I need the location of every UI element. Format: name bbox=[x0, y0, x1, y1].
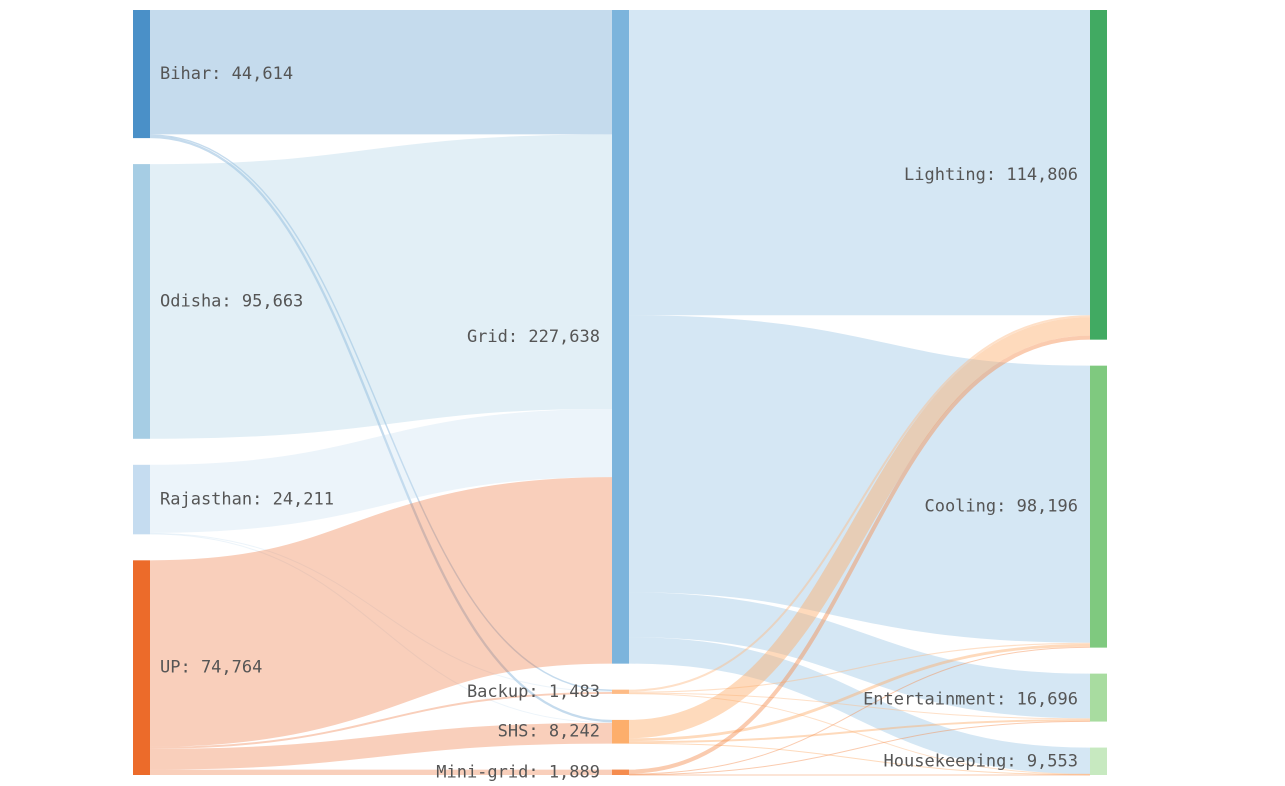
node-backup bbox=[612, 689, 629, 694]
link-rajasthan-to-grid bbox=[149, 409, 613, 533]
link-grid-to-cooling bbox=[628, 315, 1091, 643]
node-entertainment bbox=[1090, 673, 1107, 722]
link-backup-to-lighting bbox=[628, 315, 1091, 692]
labels-layer: Bihar: 44,614 Odisha: 95,663 Rajasthan: 24… bbox=[160, 64, 1078, 782]
node-shs bbox=[612, 719, 629, 744]
link-up-to-shs bbox=[149, 722, 613, 770]
link-mini-grid-to-lighting bbox=[628, 335, 1091, 774]
link-backup-to-housekeeping bbox=[628, 693, 1091, 775]
link-backup-to-entertainment bbox=[628, 692, 1091, 720]
link-shs-to-cooling bbox=[628, 643, 1091, 742]
node-label-up: UP: 74,764 bbox=[160, 658, 262, 678]
node-label-mini-grid: Mini-grid: 1,889 bbox=[436, 762, 600, 782]
node-label-backup: Backup: 1,483 bbox=[467, 682, 600, 702]
node-rajasthan bbox=[133, 464, 150, 535]
link-odisha-to-grid bbox=[149, 134, 613, 439]
node-label-entertainment: Entertainment: 16,696 bbox=[863, 690, 1078, 710]
link-shs-to-lighting bbox=[628, 317, 1091, 739]
node-label-shs: SHS: 8,242 bbox=[498, 722, 600, 742]
link-shs-to-entertainment bbox=[628, 719, 1091, 744]
link-bihar-to-shs bbox=[149, 135, 613, 723]
nodes-layer bbox=[133, 10, 1107, 775]
link-shs-to-housekeeping bbox=[628, 742, 1091, 776]
link-rajasthan-to-shs bbox=[149, 533, 613, 724]
link-mini-grid-to-entertainment bbox=[628, 720, 1091, 776]
node-grid bbox=[612, 10, 629, 664]
link-grid-to-housekeeping bbox=[628, 637, 1091, 775]
node-label-lighting: Lighting: 114,806 bbox=[904, 165, 1078, 185]
node-label-rajasthan: Rajasthan: 24,211 bbox=[160, 490, 334, 510]
link-bihar-to-backup bbox=[149, 134, 613, 692]
link-up-to-backup bbox=[149, 691, 613, 749]
node-label-odisha: Odisha: 95,663 bbox=[160, 291, 303, 311]
node-up bbox=[133, 560, 150, 775]
node-cooling bbox=[1090, 365, 1107, 648]
node-label-housekeeping: Housekeeping: 9,553 bbox=[884, 751, 1078, 771]
node-label-cooling: Cooling: 98,196 bbox=[924, 497, 1078, 517]
node-odisha bbox=[133, 164, 150, 439]
link-mini-grid-to-cooling bbox=[628, 646, 1091, 775]
node-label-bihar: Bihar: 44,614 bbox=[160, 64, 293, 84]
link-backup-to-cooling bbox=[628, 642, 1091, 693]
node-housekeeping bbox=[1090, 747, 1107, 775]
link-up-to-grid bbox=[149, 477, 613, 747]
node-lighting bbox=[1090, 10, 1107, 340]
link-grid-to-entertainment bbox=[628, 592, 1091, 719]
node-bihar bbox=[133, 10, 150, 139]
link-rajasthan-to-backup bbox=[149, 532, 613, 693]
links-layer bbox=[149, 9, 1091, 776]
node-mini-grid bbox=[612, 769, 629, 775]
node-label-grid: Grid: 227,638 bbox=[467, 327, 600, 347]
